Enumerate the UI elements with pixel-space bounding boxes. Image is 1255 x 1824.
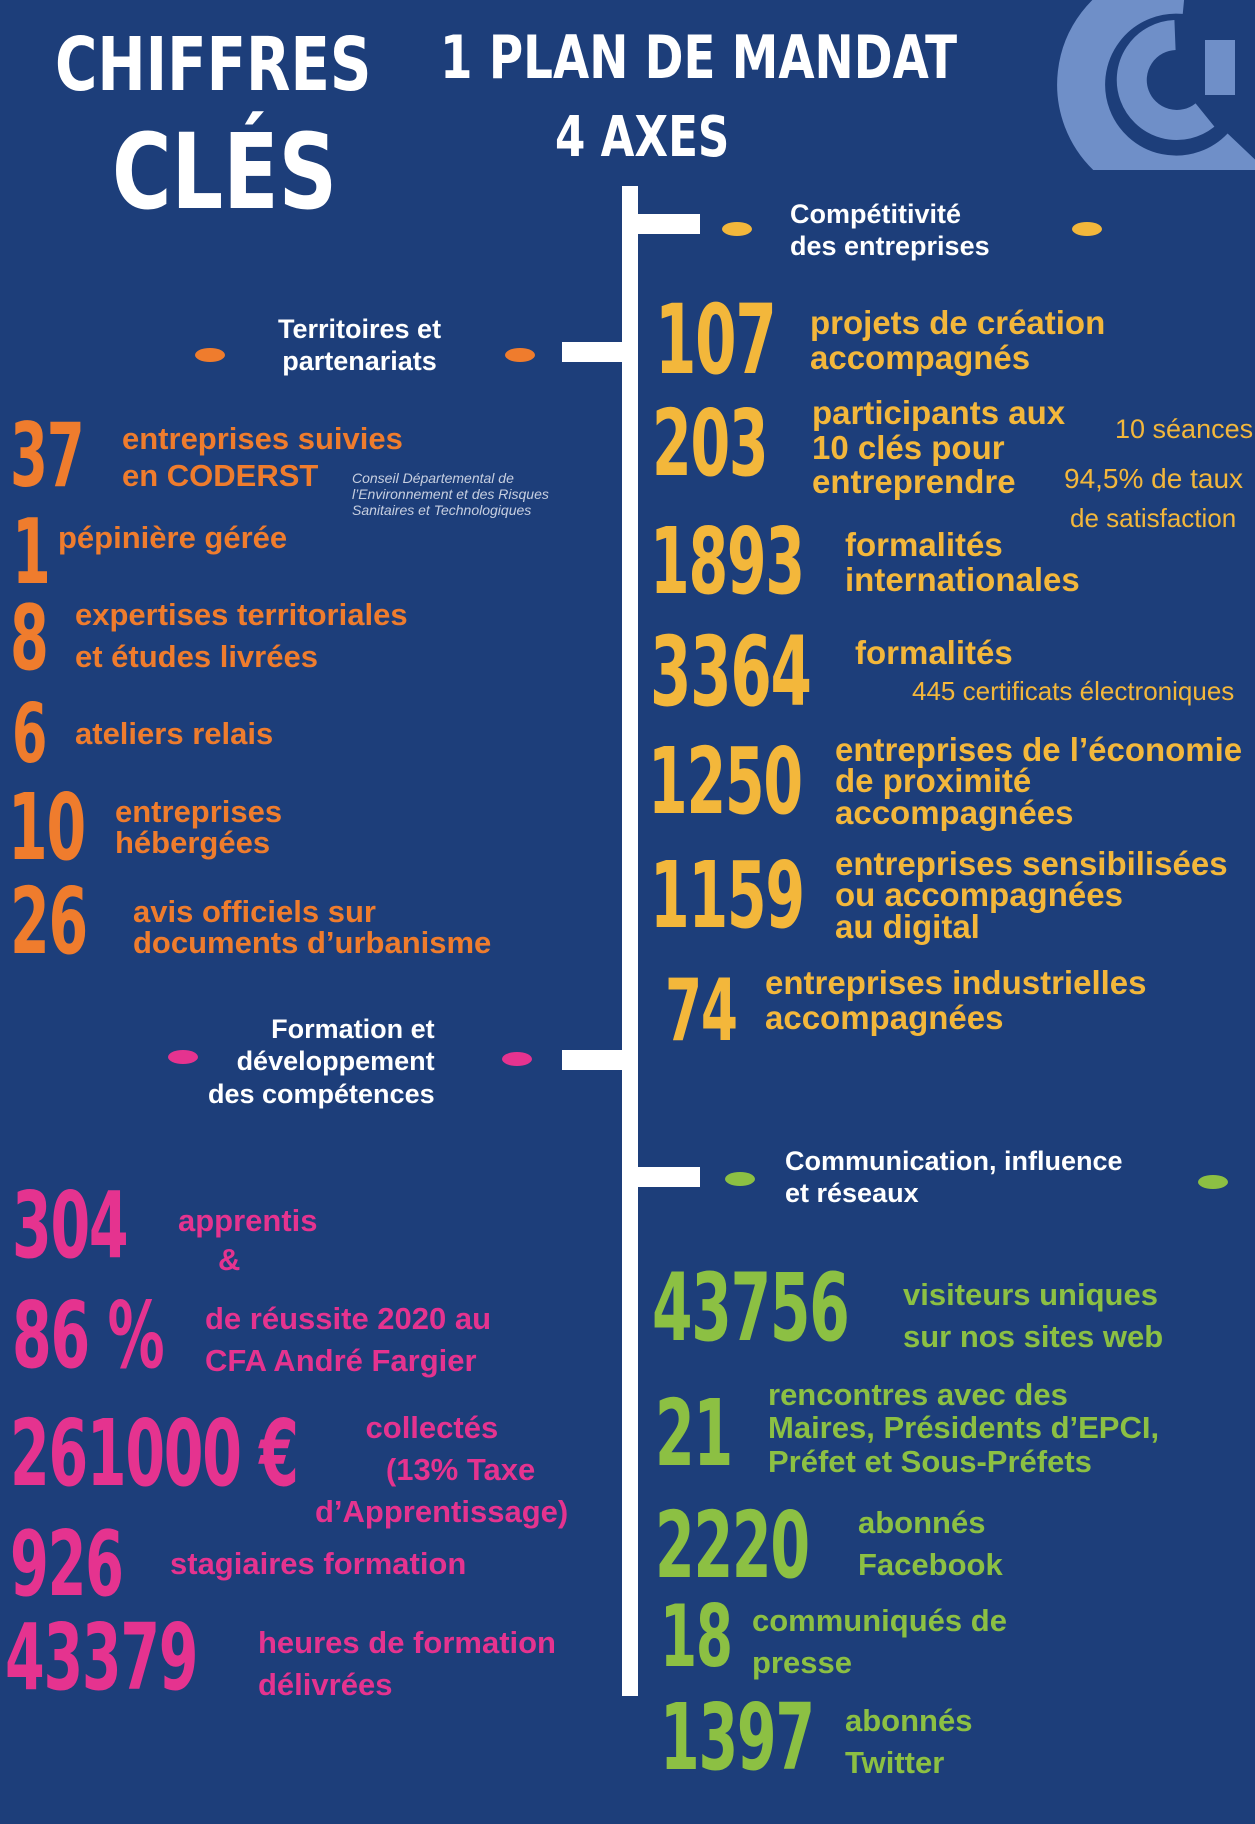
- stat-number: 203: [652, 390, 769, 497]
- stat-label: apprentis &: [178, 1203, 318, 1277]
- stat-number: 8: [10, 586, 49, 691]
- stat-number: 18: [660, 1587, 733, 1687]
- stat-number: 6: [12, 687, 47, 782]
- leaf-icon: [1072, 222, 1102, 236]
- stat-label: participants aux 10 clés pour entreprend…: [812, 394, 1066, 501]
- stat-label: abonnés Twitter: [845, 1703, 973, 1780]
- stat-note: 94,5% de taux: [1064, 463, 1244, 494]
- stat-number: 37: [10, 404, 85, 507]
- stat-note-coderst: Conseil Départemental de l’Environnement…: [352, 470, 549, 519]
- stat-number: 304: [12, 1172, 129, 1279]
- stat-number: 74: [665, 961, 738, 1061]
- stat-label: de réussite 2020 au CFA André Fargier: [205, 1301, 492, 1378]
- timeline-branch-communication: [638, 1167, 700, 1187]
- stat-number: 926: [10, 1512, 124, 1617]
- timeline-branch-formation: [562, 1050, 622, 1070]
- stat-number: 10: [8, 774, 86, 881]
- stat-label: entreprises suivies en CODERST: [122, 421, 403, 494]
- cci-logo: [1057, 0, 1255, 170]
- title-cles: CLÉS: [112, 111, 338, 233]
- stat-number: 1: [12, 500, 51, 605]
- leaf-icon: [722, 222, 752, 236]
- section-title-competitivite: Compétitivité des entreprises: [790, 199, 990, 262]
- stat-label: entreprises industrielles accompagnées: [765, 964, 1147, 1036]
- stat-label: entreprises hébergées: [115, 794, 283, 860]
- stat-number: 261000 €: [10, 1400, 299, 1507]
- stat-label: visiteurs uniques sur nos sites web: [903, 1277, 1164, 1354]
- title-chiffres: CHIFFRES: [55, 22, 372, 108]
- section-title-formation: Formation et développement des compétenc…: [208, 1014, 435, 1109]
- stat-note: 10 séances: [1115, 414, 1254, 444]
- stat-label: entreprises sensibilisées ou accompagnée…: [835, 845, 1228, 945]
- stat-number: 1893: [650, 508, 805, 615]
- leaf-icon: [168, 1050, 198, 1064]
- stat-label: communiqués de presse: [752, 1603, 1007, 1680]
- leaf-icon: [1198, 1175, 1228, 1189]
- leaf-icon: [195, 348, 225, 362]
- stat-note: 445 certificats électroniques: [912, 676, 1235, 706]
- stat-number: 43756: [652, 1254, 850, 1363]
- stat-label: projets de création accompagnés: [810, 304, 1106, 376]
- stat-number: 1397: [660, 1684, 815, 1791]
- leaf-icon: [502, 1052, 532, 1066]
- stat-label: rencontres avec des Maires, Présidents d…: [768, 1377, 1160, 1479]
- stat-label: formalités internationales: [845, 526, 1080, 598]
- stat-label: pépinière gérée: [58, 520, 288, 555]
- stat-number: 107: [655, 284, 777, 396]
- stat-number: 86 %: [12, 1282, 165, 1389]
- stat-label: entreprises de l’économie de proximité a…: [835, 731, 1243, 831]
- stat-number: 26: [10, 868, 88, 975]
- stat-label: heures de formation délivrées: [258, 1625, 556, 1702]
- stat-number: 1250: [648, 728, 803, 835]
- stat-label: ateliers relais: [75, 716, 274, 751]
- stat-note: de satisfaction: [1070, 503, 1237, 533]
- stat-label: collectés (13% Taxe d’Apprentissage): [315, 1410, 569, 1529]
- leaf-icon: [725, 1172, 755, 1186]
- quatre-axes: 4 AXES: [555, 105, 730, 170]
- stat-label: abonnés Facebook: [858, 1505, 1003, 1582]
- stat-label: formalités: [855, 634, 1013, 671]
- timeline-vertical: [622, 186, 638, 1696]
- section-title-communication: Communication, influence et réseaux: [785, 1146, 1123, 1209]
- plan-de-mandat: 1 PLAN DE MANDAT: [440, 23, 958, 93]
- timeline-branch-territoires: [562, 342, 622, 362]
- stat-number: 2220: [655, 1492, 810, 1599]
- stat-number: 21: [655, 1380, 733, 1487]
- stat-number: 43379: [5, 1604, 198, 1711]
- section-title-territoires: Territoires et partenariats: [278, 314, 442, 377]
- leaf-icon: [505, 348, 535, 362]
- stat-label: avis officiels sur documents d’urbanisme: [133, 894, 492, 960]
- stat-label: expertises territoriales et études livré…: [75, 597, 408, 674]
- stat-number: 3364: [650, 616, 812, 728]
- stat-label: stagiaires formation: [170, 1546, 467, 1581]
- timeline-branch-competitivite: [638, 214, 700, 234]
- stat-number: 1159: [650, 842, 805, 949]
